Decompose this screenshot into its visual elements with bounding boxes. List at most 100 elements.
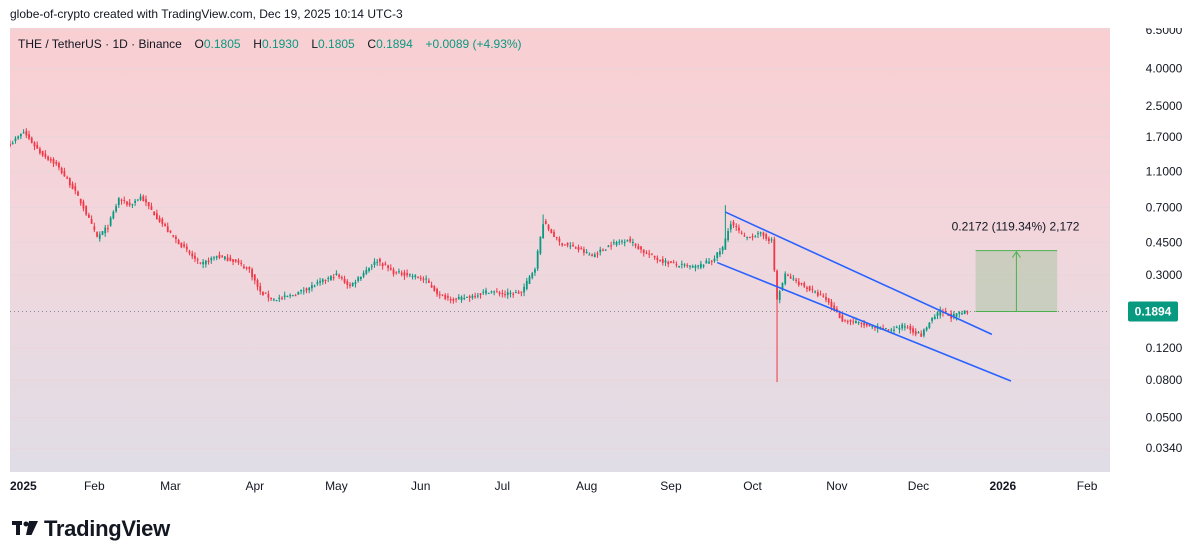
candle xyxy=(381,262,384,270)
candle xyxy=(373,258,376,268)
candle-body xyxy=(316,282,319,284)
chart-attribution: globe-of-crypto created with TradingView… xyxy=(10,7,403,21)
candle xyxy=(936,311,939,320)
candle xyxy=(387,264,389,272)
candle-body xyxy=(153,211,156,216)
candle xyxy=(281,296,283,301)
candle xyxy=(958,311,961,318)
candle-body xyxy=(762,232,765,236)
price-axis[interactable]: 6.5000 4.0000 2.5000 1.7000 1.1000 0.7000 0.45… xyxy=(1110,23,1200,472)
candle xyxy=(93,222,96,233)
candle xyxy=(661,256,664,266)
candle xyxy=(289,293,292,299)
candle-body xyxy=(645,252,648,254)
candle xyxy=(207,257,210,265)
candle-body xyxy=(204,260,207,265)
candle xyxy=(109,216,112,227)
price-tick-label: 1.7000 xyxy=(1146,130,1183,144)
symbol-legend: THE / TetherUS · 1D · Binance O0.1805 H0… xyxy=(18,37,522,51)
candle xyxy=(66,175,69,180)
time-tick-label: Dec xyxy=(908,479,929,493)
candle-body xyxy=(368,268,370,271)
tradingview-logo-icon xyxy=(12,521,38,535)
candle xyxy=(893,325,895,335)
candle-body xyxy=(683,264,686,266)
candle xyxy=(806,285,808,293)
candle-body xyxy=(243,266,245,269)
candle-body xyxy=(476,295,479,297)
candle xyxy=(338,273,341,280)
candle xyxy=(22,129,25,134)
candle xyxy=(419,275,422,282)
channel-upper-line xyxy=(725,211,993,336)
candle-body xyxy=(430,284,433,288)
candle-body xyxy=(264,292,267,294)
candle-body xyxy=(30,137,33,143)
time-tick-label: Apr xyxy=(245,479,264,493)
candle xyxy=(504,290,506,298)
candle xyxy=(131,203,134,208)
candle xyxy=(767,236,770,245)
candle xyxy=(188,249,191,256)
candle-body xyxy=(52,159,55,164)
candle xyxy=(90,215,93,224)
candle xyxy=(963,310,966,315)
candle xyxy=(572,242,574,247)
candle-body xyxy=(164,224,166,227)
time-axis[interactable]: 2025 Feb Mar Apr May Jun Jul Aug Sep Oct Nov Dec 202… xyxy=(0,472,1200,500)
candle-body xyxy=(55,162,58,164)
candle-body xyxy=(188,251,191,254)
candle xyxy=(691,264,694,269)
candle-body xyxy=(612,242,615,244)
candle-body xyxy=(852,321,855,323)
candle-body xyxy=(944,311,947,313)
candle-body xyxy=(767,238,770,242)
candle xyxy=(577,244,580,253)
price-tick-label: 0.4500 xyxy=(1146,236,1183,250)
candle-body xyxy=(572,244,574,247)
candle xyxy=(898,324,901,334)
candle-body xyxy=(128,202,131,205)
candle xyxy=(849,319,852,326)
candle xyxy=(602,248,604,252)
tradingview-logo[interactable]: TradingView xyxy=(12,516,170,542)
candle-body xyxy=(623,241,626,243)
candle-body xyxy=(482,291,485,293)
candle-body xyxy=(223,256,226,260)
candle xyxy=(903,323,906,331)
chart-area[interactable]: 0.2172 (119.34%) 2,172 xyxy=(10,28,1110,472)
candle xyxy=(155,209,158,220)
candle-body xyxy=(22,132,25,134)
candle xyxy=(735,223,738,231)
candle xyxy=(321,278,324,285)
candle-body xyxy=(398,271,400,273)
candle-body xyxy=(210,258,213,261)
candle-body xyxy=(493,291,496,293)
candle-body xyxy=(640,246,642,250)
candle xyxy=(471,293,474,300)
candle xyxy=(60,166,63,175)
candle-body xyxy=(536,251,539,269)
price-tick-label: 0.0340 xyxy=(1146,441,1183,455)
candle-body xyxy=(357,277,360,282)
candle xyxy=(732,219,735,229)
candle-body xyxy=(145,199,147,203)
open-value: 0.1805 xyxy=(203,37,241,51)
candle-body xyxy=(667,261,670,265)
candle xyxy=(286,295,289,298)
candle xyxy=(642,249,645,257)
candle-body xyxy=(66,177,69,179)
candle xyxy=(925,326,928,332)
candle xyxy=(645,250,648,255)
candle-body xyxy=(680,263,683,265)
candle xyxy=(800,282,803,286)
price-tick-label: 2.5000 xyxy=(1146,99,1183,113)
change-value: +0.0089 (+4.93%) xyxy=(425,37,522,51)
candle-body xyxy=(713,258,716,262)
candle-body xyxy=(871,326,874,328)
price-plot[interactable]: 0.2172 (119.34%) 2,172 xyxy=(10,28,1110,472)
candle-body xyxy=(172,235,175,237)
candle-body xyxy=(819,294,822,296)
candle xyxy=(455,297,457,303)
time-tick-label: Aug xyxy=(576,479,597,493)
